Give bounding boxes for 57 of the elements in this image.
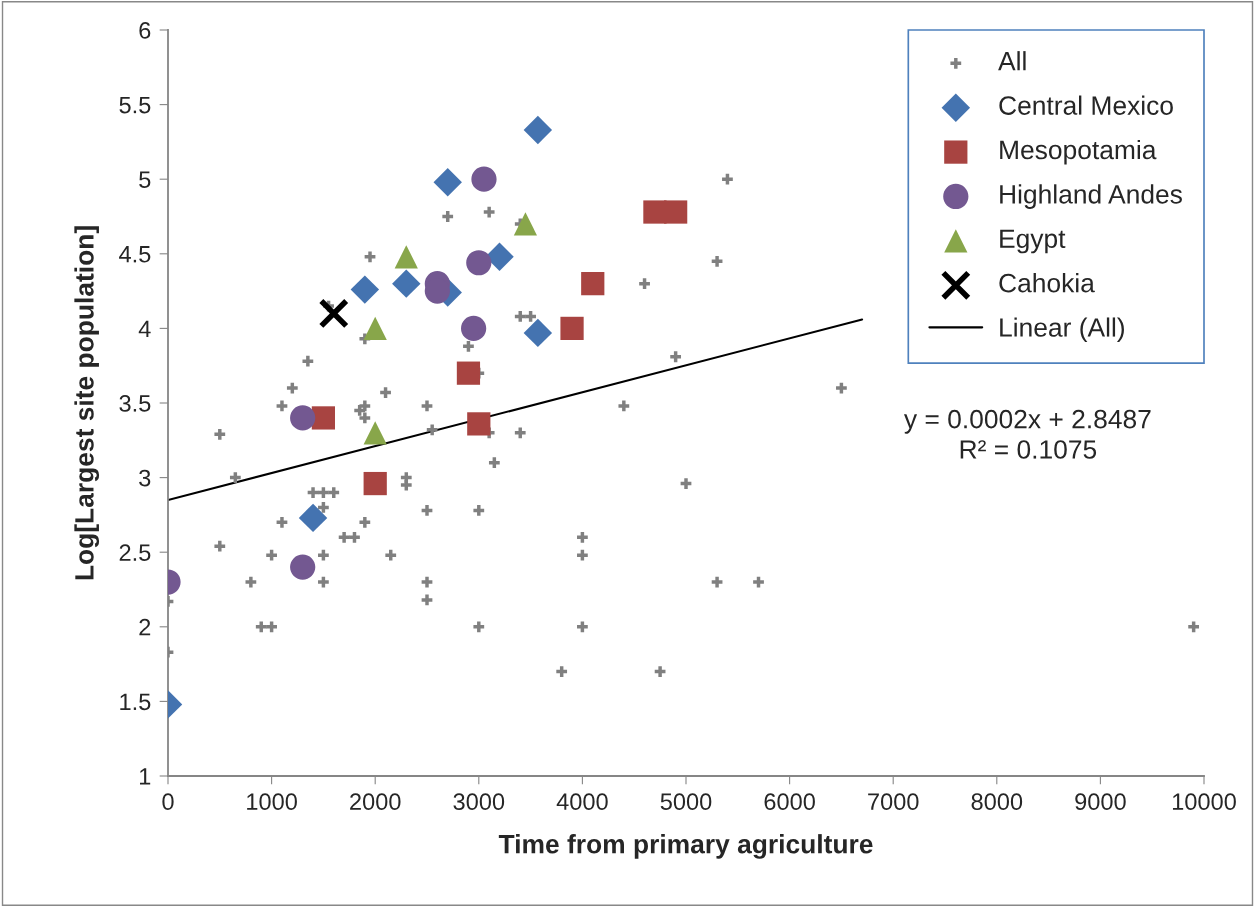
x-tick-label: 8000 <box>971 793 1023 811</box>
annotation: y = 0.0002x + 2.8487 <box>903 409 1151 434</box>
y-tick-label: 2 <box>139 618 151 636</box>
y-tick-label: 1 <box>140 768 151 785</box>
legend-label: All <box>998 51 1026 71</box>
x-tick-label: 3000 <box>453 793 505 811</box>
y-tick-label: 3 <box>139 469 151 487</box>
x-tick-label: 10000 <box>1172 793 1236 811</box>
point <box>394 245 418 269</box>
point <box>664 200 688 224</box>
point <box>290 405 316 431</box>
y-tick-label: 3.5 <box>119 395 151 412</box>
point <box>456 361 481 385</box>
legend-label: Egypt <box>1000 229 1066 254</box>
x-tick-label: 6000 <box>764 793 815 811</box>
x-tick-label: 0 <box>162 793 174 811</box>
point <box>350 275 380 304</box>
point <box>433 167 462 197</box>
point <box>485 242 514 272</box>
point <box>513 212 538 236</box>
y-tick-label: 4 <box>138 320 151 337</box>
point <box>560 316 584 341</box>
y-tick-label: 5 <box>139 171 151 188</box>
y-tick-label: 1.5 <box>120 693 151 711</box>
legend-label: Highland Andes <box>1000 184 1182 209</box>
point <box>466 250 492 276</box>
legend-label: Central Mexico <box>999 95 1173 115</box>
y-tick-label: 6 <box>139 22 151 39</box>
point <box>392 269 421 298</box>
point <box>523 318 553 348</box>
y-tick-label: 4.5 <box>119 246 151 263</box>
x-tick-label: 4000 <box>556 793 608 811</box>
legend-label: Mesopotamia <box>1000 139 1157 165</box>
x-tick-label: 2000 <box>350 793 401 811</box>
y-axis-title: Log[Largest site population] <box>74 226 100 580</box>
point <box>311 406 336 430</box>
legend-label: Linear (All) <box>1000 317 1124 343</box>
point <box>471 166 497 192</box>
point <box>318 298 349 329</box>
x-tick-label: 1000 <box>247 793 297 811</box>
legend-label: Cahokia <box>999 273 1095 293</box>
x-axis-title: Time from primary agriculture <box>498 834 873 859</box>
point <box>523 115 553 145</box>
x-tick-label: 9000 <box>1075 793 1126 811</box>
x-tick-label: 7000 <box>868 793 919 811</box>
annotation: R² = 0.1075 <box>960 440 1097 459</box>
point <box>298 503 328 533</box>
x-tick-label: 5000 <box>660 793 712 811</box>
point <box>467 412 491 436</box>
point <box>363 316 387 341</box>
point <box>363 471 387 496</box>
point <box>363 421 387 445</box>
y-tick-label: 5.5 <box>119 96 151 114</box>
y-tick-label: 2.5 <box>119 544 151 561</box>
point <box>581 272 605 296</box>
point <box>461 315 487 342</box>
point <box>290 554 316 580</box>
